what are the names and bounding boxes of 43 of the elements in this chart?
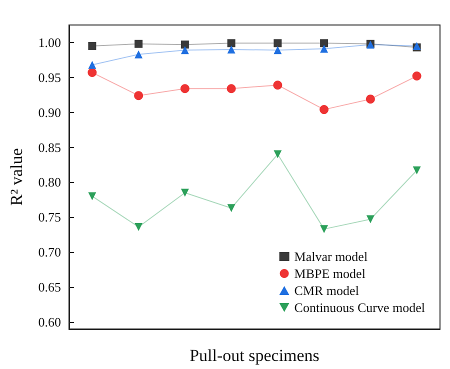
y-tick-label: 0.70 [38,244,61,260]
point [273,80,282,90]
y-tick-label: 0.80 [38,174,61,190]
x-axis-title: Pull-out specimens [190,346,320,365]
point [180,188,189,197]
point [134,91,144,100]
y-tick-label: 0.85 [38,140,61,155]
point [227,39,236,48]
y-tick-label: 0.90 [38,104,61,120]
point [180,46,189,54]
point [88,42,96,50]
point [320,105,329,114]
point [412,166,421,174]
point [320,39,328,48]
legend-label: Continuous Curve model [294,300,426,315]
y-tick-label: 0.65 [38,280,61,295]
point [227,204,236,212]
point [180,84,190,94]
point [366,215,374,224]
legend-label: Malvar model [294,249,368,264]
legend-label: CMR model [294,283,360,298]
point [180,40,189,49]
point [134,222,143,231]
point [88,192,96,200]
point [226,84,236,94]
y-tick-label: 0.60 [38,314,61,330]
point [134,40,143,48]
point [134,50,143,58]
point [366,94,375,104]
point [227,45,236,54]
y-tick-label: 0.95 [38,70,61,85]
point [274,150,282,158]
point [320,44,328,53]
y-axis-title: R² value [7,148,26,206]
point [274,46,282,54]
point [88,68,97,78]
point [412,72,422,81]
point [88,60,96,69]
point [274,39,282,48]
legend-label: MBPE model [294,266,366,281]
y-tick-label: 1.00 [38,34,61,50]
point [320,225,328,234]
y-tick-label: 0.75 [38,210,61,225]
